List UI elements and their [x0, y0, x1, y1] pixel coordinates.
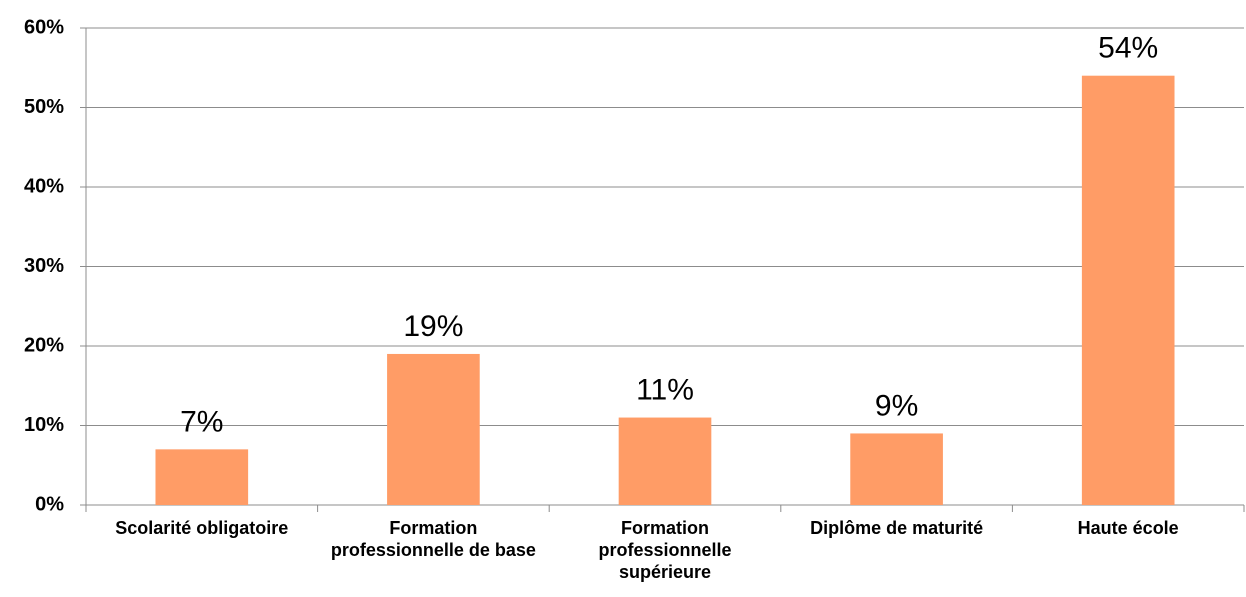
data-label: 11%	[636, 373, 694, 406]
x-tick-label: Haute école	[1077, 518, 1179, 538]
y-tick-label: 50%	[24, 96, 64, 118]
y-tick-label: 60%	[24, 16, 64, 38]
y-tick-label: 0%	[35, 493, 64, 515]
y-tick-label: 40%	[24, 175, 64, 197]
x-tick-label: Scolarité obligatoire	[115, 518, 289, 538]
bar	[618, 417, 712, 505]
bar	[155, 449, 249, 505]
x-tick-label: Formation professionnelle supérieure	[598, 518, 732, 582]
data-label: 19%	[403, 310, 463, 343]
x-tick-label: Formation professionnelle de base	[330, 518, 536, 560]
x-tick-label: Diplôme de maturité	[810, 518, 984, 538]
y-tick-label: 10%	[24, 414, 64, 436]
data-label: 9%	[875, 389, 918, 422]
y-tick-label: 20%	[24, 334, 64, 356]
bar	[387, 353, 480, 505]
bar	[1081, 75, 1175, 505]
y-tick-label: 30%	[24, 255, 64, 277]
data-label: 54%	[1098, 32, 1158, 65]
data-label: 7%	[180, 405, 223, 438]
bar	[850, 433, 943, 505]
